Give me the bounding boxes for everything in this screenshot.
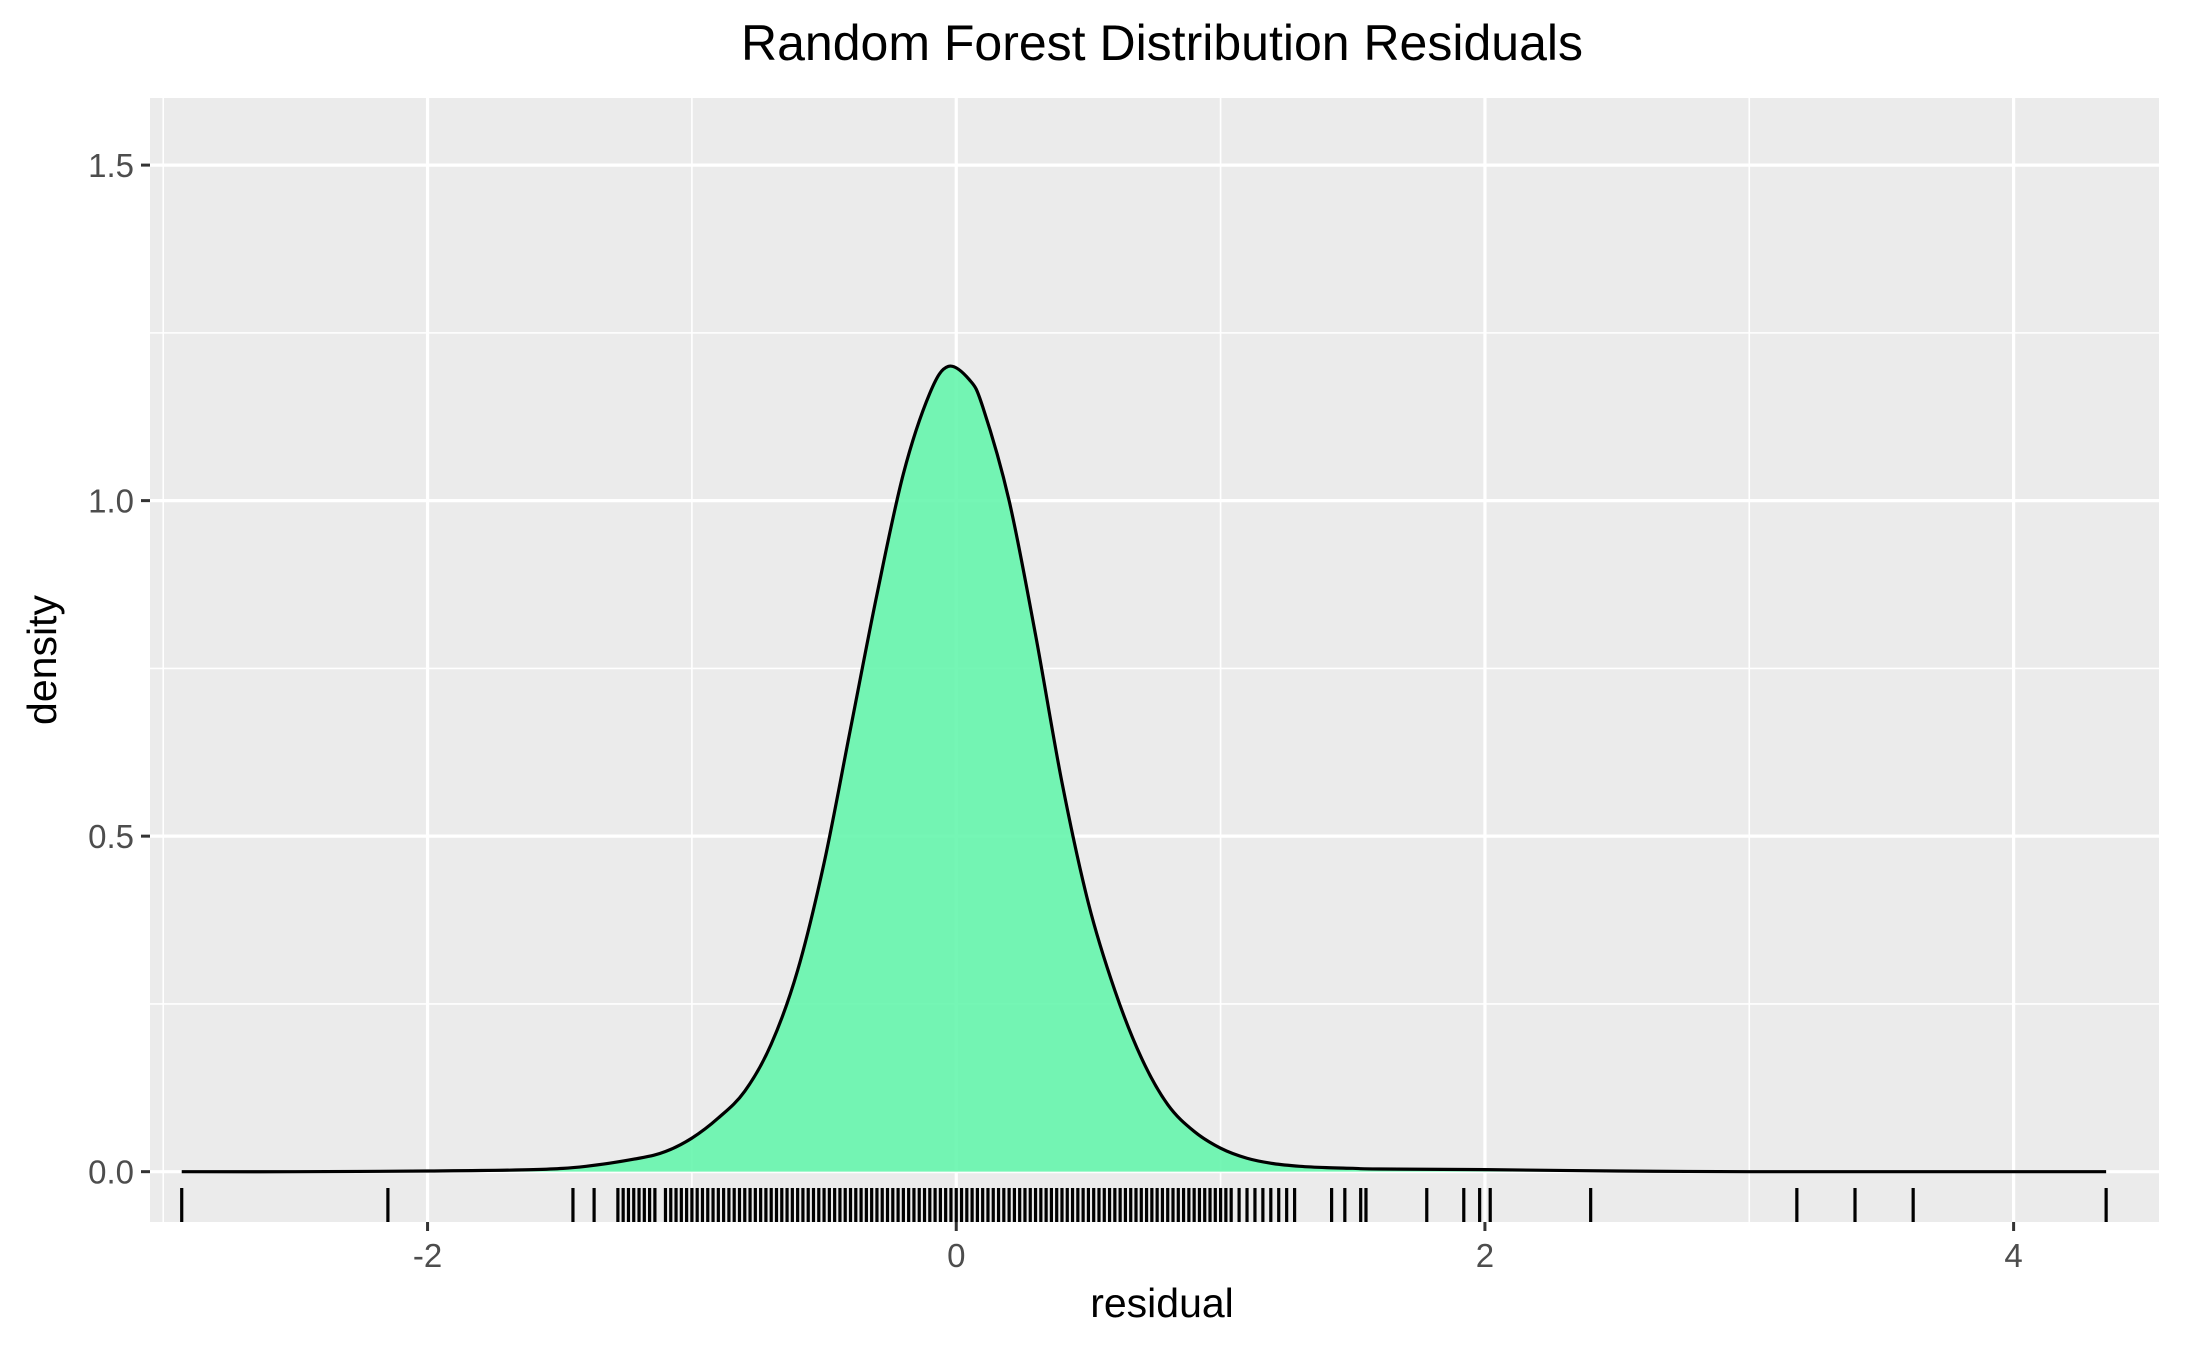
density-curve [181, 364, 2107, 1174]
x-tick-label: -2 [413, 1237, 442, 1274]
x-axis: -2 0 2 4 [413, 1222, 2023, 1274]
x-tick-label: 2 [1476, 1237, 1494, 1274]
x-tick-label: 4 [2004, 1237, 2022, 1274]
y-axis: 0.0 0.5 1.0 1.5 [88, 147, 150, 1191]
rug-marks [180, 1188, 2108, 1222]
density-area [181, 364, 2107, 1174]
y-tick-label: 0.0 [88, 1154, 134, 1191]
y-tick-label: 0.5 [88, 818, 134, 855]
plot-panel [150, 98, 2159, 1222]
minor-gridlines [150, 98, 2159, 1222]
y-tick-label: 1.0 [88, 483, 134, 520]
x-axis-title: residual [1090, 1280, 1234, 1326]
chart-title: Random Forest Distribution Residuals [741, 15, 1583, 71]
y-tick-label: 1.5 [88, 147, 134, 184]
x-tick-label: 0 [947, 1237, 965, 1274]
y-axis-title: density [19, 595, 65, 725]
